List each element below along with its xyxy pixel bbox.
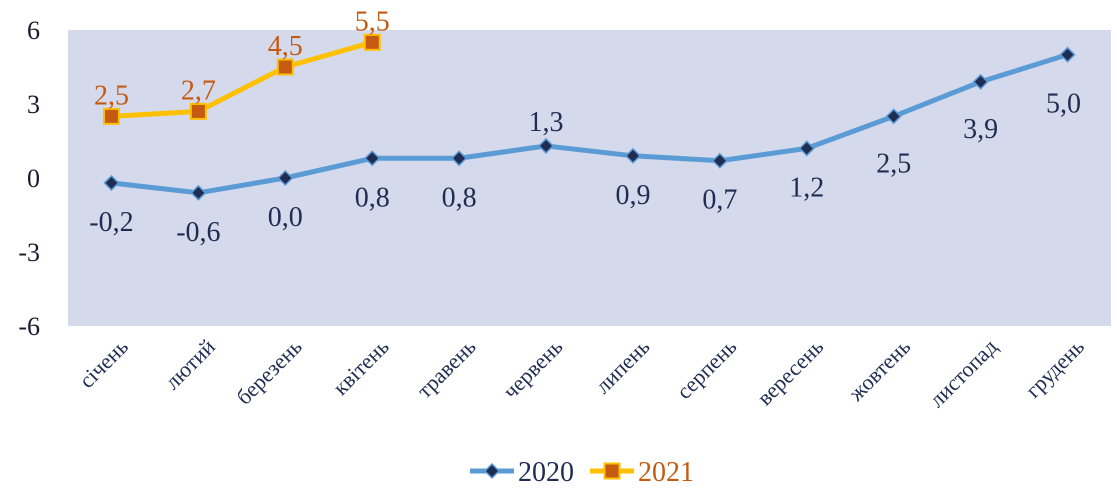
plot-area — [68, 30, 1111, 326]
x-tick-label: липень — [590, 334, 654, 398]
y-tick-label: -3 — [18, 238, 40, 267]
point-marker — [885, 108, 902, 125]
x-tick-label: жовтень — [843, 334, 916, 407]
point-marker — [451, 150, 468, 167]
x-tick-label: квітень — [328, 334, 394, 400]
x-tick-label: листопад — [924, 334, 1002, 412]
x-tick-label: травень — [412, 334, 481, 403]
x-tick-label: січень — [74, 334, 133, 393]
data-label: 1,3 — [529, 107, 564, 138]
x-tick-label: грудень — [1020, 334, 1089, 403]
point-marker — [102, 107, 120, 125]
series-layer — [102, 33, 1076, 201]
point-marker — [537, 137, 555, 154]
data-label: 2,5 — [94, 80, 129, 111]
point-marker — [364, 150, 381, 167]
point-marker — [798, 140, 815, 157]
data-label: -0,6 — [176, 217, 220, 248]
point-marker — [277, 169, 294, 187]
x-tick-label: червень — [498, 334, 568, 404]
x-tick-label: лютий — [160, 334, 220, 394]
data-label: 2,7 — [181, 75, 216, 106]
data-label: 0,8 — [442, 182, 477, 213]
data-label: 0,8 — [355, 182, 390, 213]
data-label: 5,5 — [355, 6, 390, 37]
data-label: 0,7 — [702, 185, 737, 216]
x-axis: січень лютий березень квітень травень червень… — [74, 334, 1089, 412]
data-label: 2,5 — [876, 148, 911, 179]
data-label: -0,2 — [89, 207, 133, 238]
point-marker — [363, 33, 381, 51]
data-label: 0,9 — [615, 180, 650, 211]
x-tick-label: вересень — [752, 334, 828, 410]
point-marker — [972, 73, 989, 90]
legend-marker — [603, 462, 621, 480]
legend: 2020 2021 — [470, 457, 694, 488]
point-marker — [190, 184, 207, 201]
point-marker — [189, 102, 207, 120]
x-tick-label: серпень — [671, 334, 741, 404]
point-marker — [1059, 46, 1076, 63]
data-label: 1,2 — [789, 172, 824, 203]
data-label: 0,0 — [268, 202, 303, 233]
legend-marker — [483, 462, 501, 480]
y-axis: 6 3 0 -3 -6 — [18, 16, 40, 341]
y-tick-label: -6 — [18, 312, 40, 341]
point-marker — [276, 58, 294, 76]
y-tick-label: 6 — [27, 16, 40, 45]
y-tick-label: 3 — [27, 90, 40, 119]
x-tick-label: березень — [231, 334, 307, 410]
point-marker — [624, 147, 642, 164]
data-label: 5,0 — [1046, 89, 1081, 120]
point-marker — [711, 152, 728, 169]
series-line-2020 — [108, 52, 1071, 196]
data-label: 3,9 — [963, 114, 998, 145]
data-label: 4,5 — [268, 31, 303, 62]
point-marker — [103, 174, 120, 191]
legend-label: 2021 — [638, 457, 694, 488]
series-line-2021 — [108, 39, 375, 119]
legend-label: 2020 — [518, 457, 574, 488]
y-tick-label: 0 — [27, 164, 40, 193]
data-labels: -0,2 -0,6 0,0 0,8 0,8 1,3 0,9 0,7 1,2 2,5 3,9 5,0 2,… — [89, 6, 1081, 247]
